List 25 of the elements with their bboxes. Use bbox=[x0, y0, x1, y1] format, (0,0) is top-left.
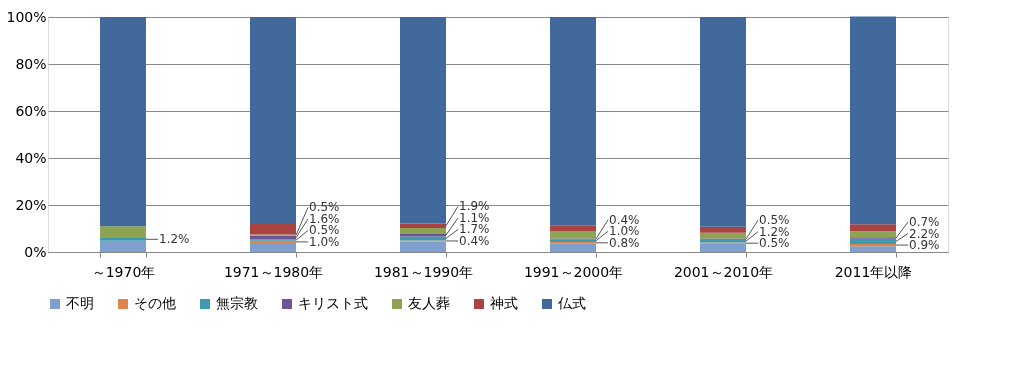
y-tick-label: 40% bbox=[15, 149, 47, 166]
y-tick-label: 60% bbox=[15, 102, 47, 119]
legend-label: 無宗教 bbox=[216, 295, 258, 311]
data-label: 0.4% bbox=[609, 212, 640, 227]
legend-label: キリスト式 bbox=[298, 295, 368, 311]
legend-label: 神式 bbox=[490, 295, 518, 311]
x-tick-label: 1971～1980年 bbox=[223, 263, 324, 280]
x-tick-label: ～1970年 bbox=[91, 263, 156, 280]
x-tick-label: 2001～2010年 bbox=[673, 263, 774, 280]
legend-label: その他 bbox=[134, 295, 176, 311]
y-tick-label: 20% bbox=[15, 196, 47, 213]
x-tick-label: 2011年以降 bbox=[834, 263, 913, 280]
y-tick-label: 100% bbox=[6, 8, 47, 25]
data-label: 1.1% bbox=[459, 210, 490, 225]
x-tick-label: 1981～1990年 bbox=[373, 263, 474, 280]
x-tick-label: 1991～2000年 bbox=[523, 263, 624, 280]
data-label: 0.9% bbox=[909, 238, 940, 253]
y-tick-label: 80% bbox=[15, 55, 47, 72]
legend-label: 不明 bbox=[66, 295, 94, 311]
y-tick-label: 0% bbox=[24, 243, 47, 260]
legend-label: 友人葬 bbox=[408, 295, 450, 311]
legend-label: 仏式 bbox=[557, 295, 586, 311]
data-label: 1.2% bbox=[159, 232, 190, 247]
data-label: 0.5% bbox=[759, 236, 790, 251]
data-label: 1.6% bbox=[309, 211, 340, 226]
